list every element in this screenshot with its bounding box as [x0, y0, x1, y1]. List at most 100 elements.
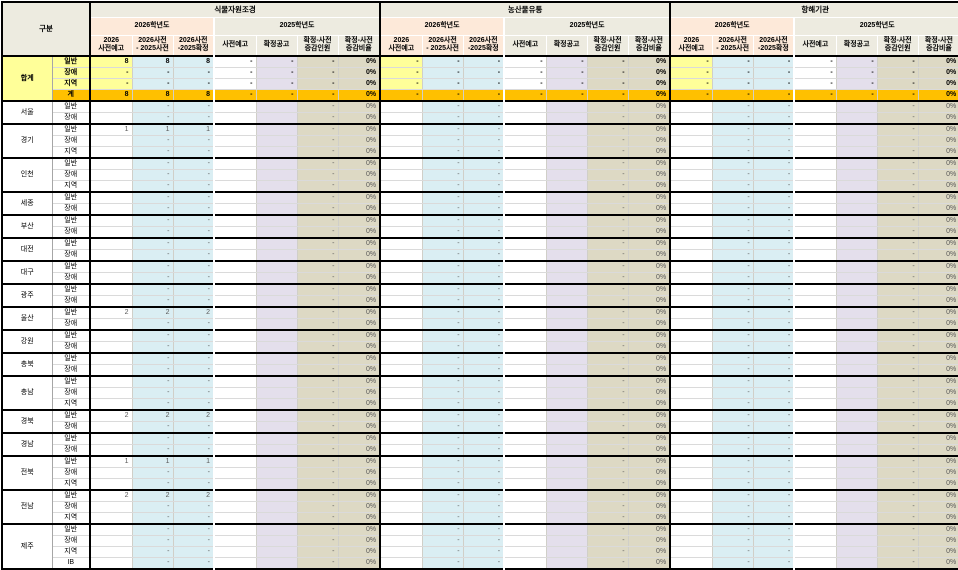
data-cell[interactable]: - [132, 398, 174, 411]
data-cell[interactable]: 0% [338, 100, 382, 113]
data-cell[interactable]: 0% [338, 203, 382, 216]
data-cell[interactable]: 0% [338, 180, 382, 193]
data-cell[interactable] [836, 123, 878, 136]
data-cell[interactable] [546, 409, 588, 422]
data-cell[interactable] [213, 432, 257, 445]
data-cell[interactable] [546, 112, 588, 125]
column-header[interactable]: 사전예고 [213, 35, 257, 57]
data-cell[interactable] [213, 329, 257, 342]
data-cell[interactable]: - [753, 272, 795, 285]
data-cell[interactable] [503, 203, 547, 216]
data-cell[interactable]: - [463, 89, 505, 102]
column-header[interactable]: 2026사전 - 2025사전 [422, 35, 464, 57]
data-cell[interactable]: - [132, 203, 174, 216]
year-2026-header[interactable]: 2026학년도 [90, 17, 215, 36]
data-cell[interactable]: - [132, 191, 174, 204]
data-cell[interactable]: - [712, 512, 754, 525]
data-cell[interactable] [213, 352, 257, 365]
data-cell[interactable]: - [132, 523, 174, 536]
category-label[interactable]: 일반 [52, 409, 91, 422]
data-cell[interactable]: - [836, 78, 878, 90]
data-cell[interactable]: - [422, 249, 464, 262]
data-cell[interactable]: - [712, 135, 754, 147]
data-cell[interactable]: - [587, 214, 629, 227]
category-label[interactable]: 장애 [52, 112, 91, 125]
data-cell[interactable]: - [753, 467, 795, 479]
data-cell[interactable] [380, 191, 423, 204]
data-cell[interactable] [380, 421, 423, 434]
data-cell[interactable] [670, 214, 713, 227]
data-cell[interactable]: 0% [918, 157, 958, 170]
data-cell[interactable] [793, 112, 837, 125]
data-cell[interactable]: - [422, 467, 464, 479]
data-cell[interactable] [90, 352, 133, 365]
data-cell[interactable] [793, 272, 837, 285]
data-cell[interactable]: 0% [338, 421, 382, 434]
data-cell[interactable]: 8 [132, 89, 174, 102]
data-cell[interactable] [670, 421, 713, 434]
data-cell[interactable]: - [587, 260, 629, 273]
data-cell[interactable]: - [877, 318, 919, 331]
data-cell[interactable]: 0% [338, 55, 382, 68]
data-cell[interactable]: - [132, 295, 174, 308]
data-cell[interactable]: 0% [628, 489, 672, 502]
data-cell[interactable]: 0% [628, 306, 672, 319]
data-cell[interactable]: - [463, 295, 505, 308]
data-cell[interactable] [256, 512, 298, 525]
data-cell[interactable]: - [670, 78, 713, 90]
data-cell[interactable]: - [753, 455, 795, 468]
data-cell[interactable]: 0% [918, 283, 958, 296]
data-cell[interactable]: - [587, 557, 629, 570]
data-cell[interactable]: - [877, 272, 919, 285]
data-cell[interactable]: - [877, 191, 919, 204]
data-cell[interactable]: - [297, 100, 339, 113]
data-cell[interactable]: - [463, 203, 505, 216]
data-cell[interactable] [213, 112, 257, 125]
data-cell[interactable]: 0% [628, 67, 672, 79]
data-cell[interactable] [670, 272, 713, 285]
data-cell[interactable] [503, 546, 547, 558]
data-cell[interactable] [90, 249, 133, 262]
data-cell[interactable]: - [753, 78, 795, 90]
data-cell[interactable] [380, 329, 423, 342]
data-cell[interactable] [793, 535, 837, 547]
data-cell[interactable]: - [463, 318, 505, 331]
data-cell[interactable]: - [297, 203, 339, 216]
data-cell[interactable]: - [422, 432, 464, 445]
data-cell[interactable]: - [587, 432, 629, 445]
data-cell[interactable] [793, 375, 837, 388]
data-cell[interactable]: - [753, 364, 795, 377]
data-cell[interactable]: - [587, 249, 629, 262]
data-cell[interactable]: - [463, 409, 505, 422]
data-cell[interactable] [836, 295, 878, 308]
data-cell[interactable]: - [836, 55, 878, 68]
data-cell[interactable] [380, 341, 423, 354]
column-header[interactable]: 2026사전 - 2025사전 [132, 35, 174, 57]
data-cell[interactable]: - [712, 535, 754, 547]
data-cell[interactable]: 0% [628, 387, 672, 399]
data-cell[interactable] [213, 341, 257, 354]
data-cell[interactable] [836, 501, 878, 513]
data-cell[interactable]: 0% [628, 237, 672, 250]
data-cell[interactable] [213, 318, 257, 331]
data-cell[interactable]: - [132, 501, 174, 513]
data-cell[interactable] [256, 272, 298, 285]
data-cell[interactable]: - [90, 67, 133, 79]
data-cell[interactable]: - [132, 535, 174, 547]
data-cell[interactable]: - [422, 78, 464, 90]
data-cell[interactable]: 2 [173, 306, 215, 319]
category-label[interactable]: 계 [52, 89, 91, 102]
data-cell[interactable]: - [712, 409, 754, 422]
data-cell[interactable] [793, 306, 837, 319]
data-cell[interactable]: - [463, 535, 505, 547]
data-cell[interactable]: 0% [628, 191, 672, 204]
data-cell[interactable]: 0% [338, 501, 382, 513]
data-cell[interactable] [546, 249, 588, 262]
data-cell[interactable]: - [297, 352, 339, 365]
data-cell[interactable]: - [587, 546, 629, 558]
data-cell[interactable]: 0% [338, 249, 382, 262]
data-cell[interactable]: 0% [918, 432, 958, 445]
data-cell[interactable] [793, 214, 837, 227]
data-cell[interactable]: - [463, 444, 505, 457]
data-cell[interactable]: 0% [918, 375, 958, 388]
